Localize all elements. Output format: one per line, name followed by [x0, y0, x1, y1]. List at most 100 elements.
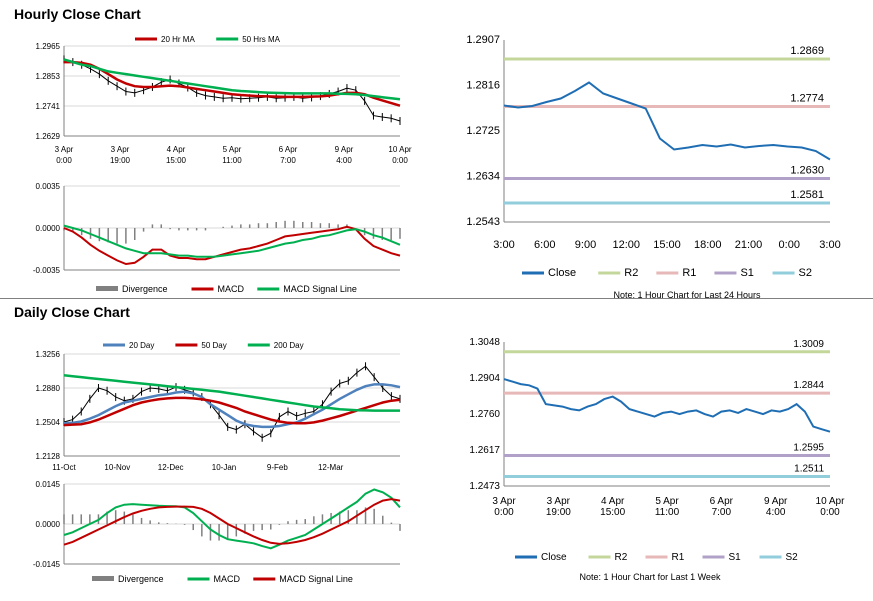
hourly-levels-chart: 1.2907 1.2816 1.2725 1.2634 1.2543 1.2869 1.27…: [466, 34, 840, 300]
level-label-r1: 1.2774: [790, 93, 824, 105]
legend-label-s1: S1: [740, 267, 753, 279]
legend-label-macd: MACD: [218, 284, 245, 294]
y-tick-label: 1.3048: [469, 337, 500, 348]
y-tick-label: 1.2904: [469, 373, 500, 384]
y-tick-label: 1.2617: [469, 445, 500, 456]
hourly-section-title: Hourly Close Chart: [14, 6, 141, 22]
y-tick-label: 1.2816: [466, 80, 500, 92]
weekly-levels-chart: 1.3048 1.2904 1.2760 1.2617 1.2473 1.3009 1.28…: [469, 337, 846, 582]
x-tick-label: 19:00: [110, 156, 131, 165]
signal-line: [63, 224, 401, 258]
level-label-s2: 1.2511: [794, 463, 824, 474]
x-tick-label: 10 Apr: [388, 145, 411, 154]
legend-label-close: Close: [541, 552, 567, 563]
x-tick-label: 6:00: [534, 239, 555, 251]
legend-label-20-day: 20 Day: [129, 341, 154, 350]
x-tick-label: 3 Apr: [111, 145, 130, 154]
x-tick-label: 3 Apr: [55, 145, 74, 154]
legend-swatch-divergence: [92, 576, 114, 581]
legend-label-20-hr-ma: 20 Hr MA: [161, 35, 195, 44]
y-tick-label: 1.2907: [466, 34, 500, 46]
legend-swatch-divergence: [96, 286, 118, 291]
x-tick-label: 0:00: [820, 507, 840, 518]
level-label-s1: 1.2630: [790, 165, 824, 177]
y-tick-label: 1.2741: [36, 102, 61, 111]
y-tick-label: 0.0000: [36, 224, 61, 233]
legend-label-macd: MACD: [214, 574, 241, 584]
x-tick-label: 9 Apr: [335, 145, 354, 154]
ma-line-20-day: [63, 383, 401, 429]
y-tick-label: 1.2634: [466, 171, 500, 183]
x-tick-label: 6 Apr: [279, 145, 298, 154]
ma-line-200-day: [63, 374, 400, 412]
x-tick-label: 0:00: [779, 239, 800, 251]
x-tick-label: 3:00: [493, 239, 514, 251]
close-line: [503, 81, 831, 161]
x-tick-label: 21:00: [735, 239, 763, 251]
y-tick-label: 1.2853: [36, 72, 61, 81]
legend-label-r1: R1: [672, 552, 685, 563]
daily-price-chart: 1.3256 1.2880 1.2504 1.2128 11-Oct 10-Nov 12-D…: [36, 341, 401, 472]
legend-label-close: Close: [548, 267, 576, 279]
x-tick-label: 15:00: [166, 156, 187, 165]
x-tick-label: 4 Apr: [601, 496, 625, 507]
x-tick-label: 0:00: [56, 156, 72, 165]
level-label-s1: 1.2595: [793, 442, 824, 453]
x-tick-label: 3 Apr: [547, 496, 571, 507]
x-tick-label: 12-Dec: [158, 463, 184, 472]
signal-line: [63, 498, 401, 546]
price-line: [63, 365, 401, 439]
y-tick-label: 0.0145: [36, 480, 61, 489]
y-tick-label: 0.0035: [36, 182, 61, 191]
y-tick-label: 1.3256: [36, 350, 61, 359]
x-tick-label: 5 Apr: [223, 145, 242, 154]
legend-label-r2: R2: [624, 267, 638, 279]
legend-label-macd-signal-line: MACD Signal Line: [279, 574, 353, 584]
y-tick-label: -0.0145: [33, 560, 61, 569]
legend-label-divergence: Divergence: [118, 574, 164, 584]
x-tick-label: 15:00: [653, 239, 681, 251]
y-tick-label: 0.0000: [36, 520, 61, 529]
macd-line: [63, 488, 401, 550]
hourly-price-chart: 1.2965 1.2853 1.2741 1.2629 3 Apr 0:00 3 Apr 19…: [36, 35, 412, 165]
x-tick-label: 11-Oct: [52, 463, 76, 472]
x-tick-label: 4:00: [336, 156, 352, 165]
macd-line: [63, 225, 401, 266]
y-tick-label: 1.2543: [466, 216, 500, 228]
x-tick-label: 0:00: [392, 156, 408, 165]
x-tick-label: 9 Apr: [764, 496, 788, 507]
x-tick-label: 10-Jan: [212, 463, 236, 472]
x-tick-label: 6 Apr: [710, 496, 734, 507]
y-tick-label: 1.2629: [36, 132, 61, 141]
section-divider: [0, 298, 873, 299]
close-line: [503, 378, 831, 433]
legend-label-s1: S1: [729, 552, 742, 563]
level-label-s2: 1.2581: [790, 189, 824, 201]
legend-label-200-day: 200 Day: [274, 341, 304, 350]
x-tick-label: 10-Nov: [104, 463, 130, 472]
x-tick-label: 15:00: [600, 507, 625, 518]
legend-label-divergence: Divergence: [122, 284, 168, 294]
y-tick-label: 1.2504: [36, 418, 61, 427]
legend-label-s2: S2: [799, 267, 812, 279]
x-tick-label: 11:00: [222, 156, 242, 165]
x-tick-label: 0:00: [494, 507, 514, 518]
x-tick-label: 4 Apr: [167, 145, 186, 154]
x-tick-label: 9:00: [575, 239, 596, 251]
y-tick-label: 1.2965: [36, 42, 61, 51]
x-tick-label: 18:00: [694, 239, 722, 251]
legend-label-50-hrs-ma: 50 Hrs MA: [242, 35, 280, 44]
legend-label-s2: S2: [786, 552, 799, 563]
x-tick-label: 10 Apr: [816, 496, 846, 507]
x-tick-label: 12:00: [612, 239, 640, 251]
legend-label-r1: R1: [682, 267, 696, 279]
y-tick-label: 1.2880: [36, 384, 61, 393]
chart-note: Note: 1 Hour Chart for Last 24 Hours: [613, 290, 761, 300]
x-tick-label: 4:00: [766, 507, 786, 518]
daily-macd-chart: 0.0145 0.0000 -0.0145 Divergence MACD MACD Si…: [33, 480, 401, 584]
legend-label-50-day: 50 Day: [201, 341, 226, 350]
y-tick-label: 1.2760: [469, 409, 500, 420]
x-tick-label: 3:00: [819, 239, 840, 251]
level-label-r2: 1.2869: [790, 45, 824, 57]
daily-section-title: Daily Close Chart: [14, 304, 130, 320]
